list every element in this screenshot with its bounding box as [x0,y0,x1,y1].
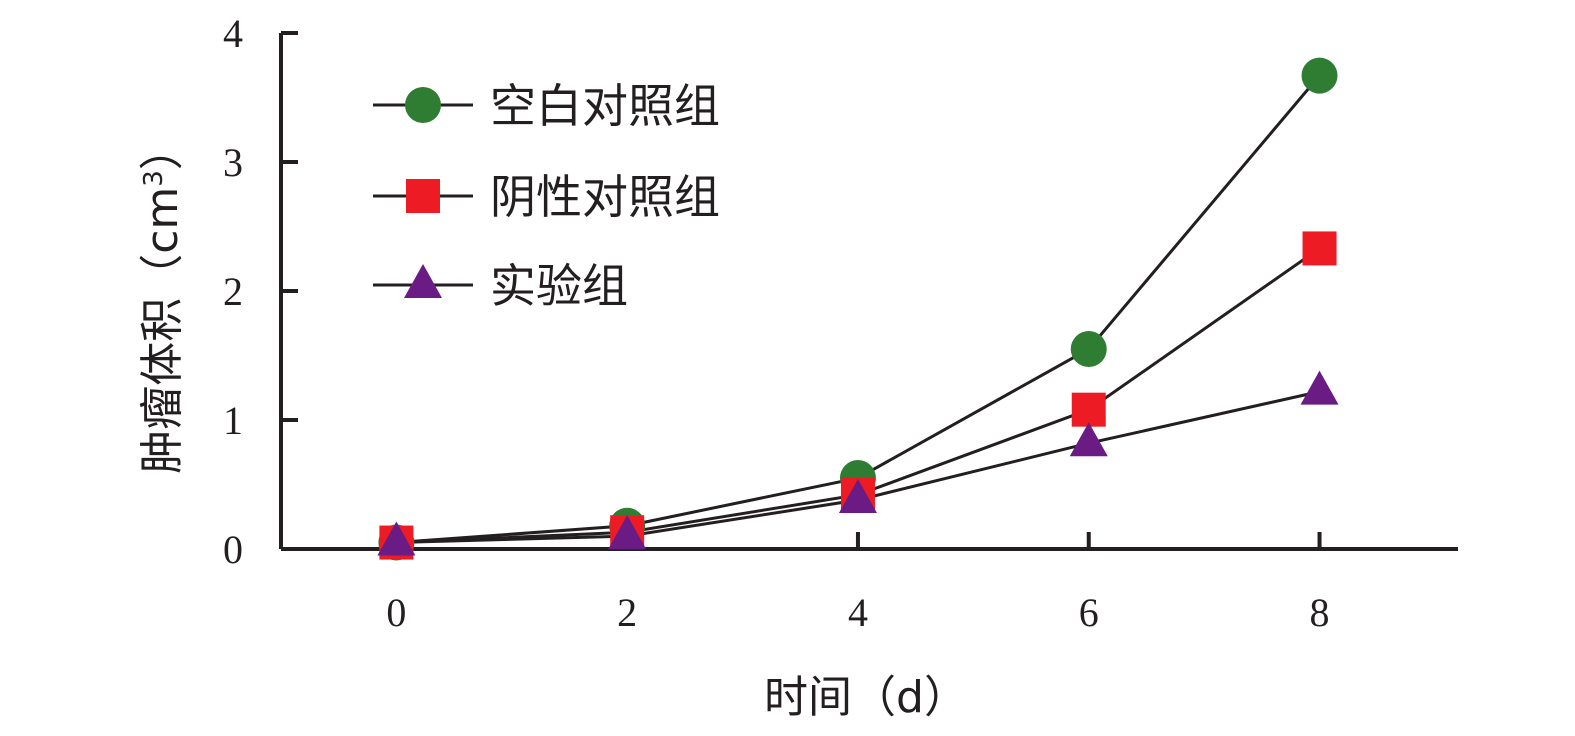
data-point-triangle [1300,370,1339,405]
x-tick-label: 8 [1310,590,1330,635]
y-axis-title-close: ） [137,126,188,170]
data-point-circle [1070,331,1107,368]
data-point-triangle [838,478,877,513]
data-point-triangle [608,515,647,550]
legend-label: 实验组 [490,259,628,313]
legend-marker-circle [405,87,441,123]
legend-marker-square [406,179,440,213]
y-tick-label: 1 [223,398,243,443]
y-axis-title-main: 肿瘤体积（cm [137,187,188,474]
x-tick-label: 4 [848,590,868,635]
y-tick-label: 4 [223,11,243,56]
y-tick-label: 0 [223,527,243,572]
y-tick-label: 3 [223,140,243,185]
data-point-triangle [377,521,416,556]
legend-label: 空白对照组 [490,79,720,133]
x-tick-label: 2 [617,590,637,635]
x-tick-label: 6 [1079,590,1099,635]
data-point-square [1071,392,1106,427]
legend-label: 阴性对照组 [490,170,720,224]
axes: 0 1 2 3 4 0 2 4 6 8 [223,11,1458,635]
y-tick-label: 2 [223,269,243,314]
x-tick-label: 0 [386,590,406,635]
data-point-circle [1301,57,1338,94]
data-point-triangle [1069,422,1108,457]
markers [377,57,1339,561]
data-point-square [1302,231,1337,266]
x-axis-title: 时间（d） [764,672,968,723]
legend-marker-triangle [404,264,442,298]
y-axis-title-superscript: 3 [139,170,169,187]
y-axis-title: 肿瘤体积（cm3） [137,126,188,474]
